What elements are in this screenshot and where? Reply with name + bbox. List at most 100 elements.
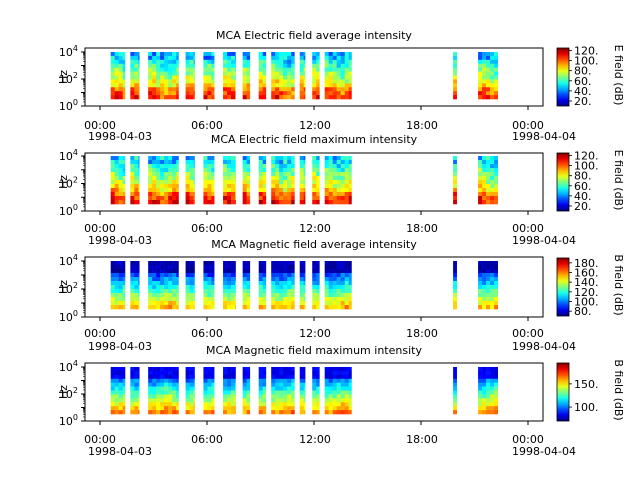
spectrogram-cell xyxy=(185,301,190,306)
spectrogram-cell xyxy=(152,394,157,399)
colorbar-gradient xyxy=(557,258,569,316)
spectrogram-cell xyxy=(490,63,495,68)
data-segment xyxy=(453,261,457,310)
spectrogram-cell xyxy=(246,196,251,201)
spectrogram-cell xyxy=(303,75,306,80)
spectrogram-cell xyxy=(494,265,498,270)
spectrogram-cell xyxy=(287,281,292,286)
spectrogram-cell xyxy=(312,200,317,205)
spectrogram-cell xyxy=(148,83,153,88)
spectrogram-cell xyxy=(344,293,349,298)
spectrogram-cell xyxy=(482,297,487,302)
spectrogram-cell xyxy=(287,398,292,403)
spectrogram-cell xyxy=(453,168,457,173)
spectrogram-cell xyxy=(114,180,119,185)
spectrogram-cell xyxy=(336,79,341,84)
spectrogram-cell xyxy=(271,285,276,290)
spectrogram-cell xyxy=(336,378,341,383)
spectrogram-cell xyxy=(134,52,139,57)
spectrogram-cell xyxy=(275,172,280,177)
spectrogram-cell xyxy=(160,370,165,376)
spectrogram-cell xyxy=(168,367,173,372)
spectrogram-cell xyxy=(118,52,123,57)
spectrogram-cell xyxy=(340,406,345,411)
spectrogram-cell xyxy=(494,55,498,61)
spectrogram-cell xyxy=(316,168,320,173)
spectrogram-cell xyxy=(287,265,292,270)
spectrogram-cell xyxy=(193,297,195,302)
spectrogram-cell xyxy=(231,367,236,372)
spectrogram-cell xyxy=(160,188,165,193)
spectrogram-cell xyxy=(114,196,119,201)
spectrogram-cell xyxy=(148,67,153,72)
spectrogram-cell xyxy=(316,285,320,290)
data-segment xyxy=(271,367,295,415)
spectrogram-cell xyxy=(348,370,352,376)
spectrogram-cell xyxy=(340,301,345,306)
spectrogram-cell xyxy=(344,410,349,415)
spectrogram-cell xyxy=(246,200,251,205)
spectrogram-cell xyxy=(122,382,126,387)
spectrogram-cell xyxy=(242,273,247,278)
spectrogram-cell xyxy=(211,87,215,92)
colorbar-tick-label: 100. xyxy=(574,401,599,414)
spectrogram-cell xyxy=(271,269,276,274)
data-segment xyxy=(223,367,236,415)
spectrogram-cell xyxy=(152,273,157,278)
spectrogram-cell xyxy=(340,95,345,100)
spectrogram-cell xyxy=(160,55,165,61)
spectrogram-cell xyxy=(242,386,247,391)
spectrogram-cell xyxy=(287,374,292,380)
spectrogram-cell xyxy=(486,261,491,266)
spectrogram-cell xyxy=(271,277,276,282)
spectrogram-cell xyxy=(242,390,247,395)
spectrogram-cell xyxy=(344,301,349,306)
spectrogram-cell xyxy=(176,289,179,294)
spectrogram-cell xyxy=(193,406,195,411)
spectrogram-cell xyxy=(156,367,161,372)
spectrogram-cell xyxy=(299,386,305,391)
spectrogram-cell xyxy=(271,71,276,76)
spectrogram-cell xyxy=(262,370,267,376)
spectrogram-cell xyxy=(275,277,280,282)
spectrogram-cell xyxy=(176,402,179,407)
panel-1-x-tick-4: 00:00 xyxy=(512,119,544,132)
spectrogram-cell xyxy=(283,378,288,383)
spectrogram-cell xyxy=(118,67,123,72)
spectrogram-cell xyxy=(287,164,292,169)
spectrogram-cell xyxy=(134,305,139,310)
panel-2: MCA Electric field maximum intensity 100… xyxy=(57,133,625,247)
spectrogram-cell xyxy=(152,390,157,395)
spectrogram-cell xyxy=(118,200,123,205)
spectrogram-cell xyxy=(152,192,157,197)
spectrogram-cell xyxy=(156,370,161,376)
spectrogram-cell xyxy=(258,265,264,270)
data-segment xyxy=(324,52,352,100)
spectrogram-cell xyxy=(148,196,153,201)
spectrogram-cell xyxy=(148,301,153,306)
spectrogram-cell xyxy=(114,367,119,372)
data-segment xyxy=(130,156,140,205)
spectrogram-cell xyxy=(482,289,487,294)
spectrogram-cell xyxy=(130,91,135,96)
spectrogram-cell xyxy=(324,95,329,100)
spectrogram-cell xyxy=(287,156,292,161)
spectrogram-cell xyxy=(185,79,190,84)
spectrogram-cell xyxy=(134,390,139,395)
spectrogram-cell xyxy=(283,374,288,380)
spectrogram-cell xyxy=(185,176,190,181)
spectrogram-cell xyxy=(185,75,190,80)
spectrogram-cell xyxy=(176,301,179,306)
spectrogram-cell xyxy=(211,176,215,181)
spectrogram-cell xyxy=(185,297,190,302)
spectrogram-cell xyxy=(227,164,232,169)
spectrogram-cell xyxy=(332,285,337,290)
spectrogram-cell xyxy=(231,410,236,415)
spectrogram-cell xyxy=(271,75,276,80)
spectrogram-cell xyxy=(231,281,236,286)
spectrogram-cell xyxy=(262,200,267,205)
spectrogram-cell xyxy=(185,402,190,407)
spectrogram-cell xyxy=(246,297,251,302)
spectrogram-cell xyxy=(156,160,161,165)
